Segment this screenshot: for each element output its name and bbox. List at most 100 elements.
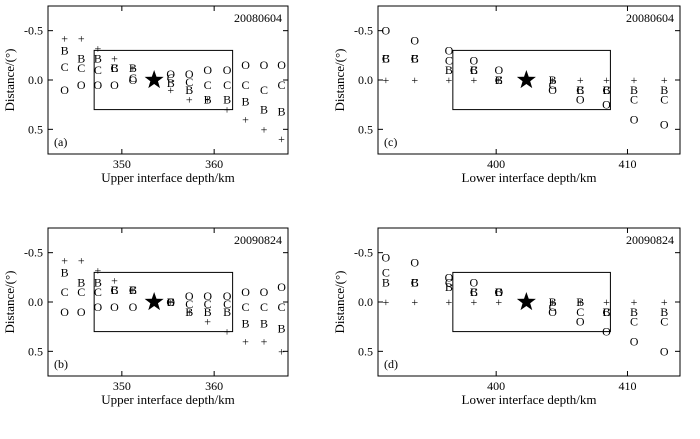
marker: +: [603, 73, 610, 87]
x-tick-label: 400: [487, 379, 505, 393]
x-axis-label: Lower interface depth/km: [462, 392, 597, 407]
marker: C: [77, 285, 85, 299]
marker: B: [129, 283, 137, 297]
marker: O: [445, 43, 454, 57]
marker: B: [660, 83, 668, 97]
marker: +: [224, 103, 231, 117]
marker: B: [495, 73, 503, 87]
marker: O: [166, 295, 175, 309]
marker: O: [77, 78, 86, 92]
x-axis-label: Lower interface depth/km: [462, 170, 597, 185]
marker: O: [602, 98, 611, 112]
marker: +: [661, 295, 668, 309]
marker: O: [277, 280, 286, 294]
marker: +: [261, 334, 268, 348]
marker: +: [242, 334, 249, 348]
marker: C: [223, 297, 231, 311]
marker: B: [445, 280, 453, 294]
panel-c-lower-2008: -0.5 0.0 0.5 400 410 Lower interface depth/km…: [332, 5, 681, 185]
marker: B: [223, 93, 231, 107]
marker: +: [631, 73, 638, 87]
marker: O: [129, 300, 138, 314]
marker: +: [61, 32, 68, 46]
marker: +: [495, 73, 502, 87]
marker: +: [446, 295, 453, 309]
marker: O: [203, 289, 212, 303]
marker: O: [660, 344, 669, 358]
marker: +: [495, 295, 502, 309]
marker: +: [61, 254, 68, 268]
marker: O: [241, 285, 250, 299]
marker: +: [382, 73, 389, 87]
marker: B: [470, 63, 478, 77]
marker: C: [470, 285, 478, 299]
marker: O: [410, 256, 419, 270]
marker: B: [204, 305, 212, 319]
marker: B: [602, 83, 610, 97]
panel-title: 20090824: [626, 233, 674, 247]
search-window: [93, 271, 234, 333]
marker: +: [167, 83, 174, 97]
marker: O: [382, 251, 391, 265]
marker: C: [470, 63, 478, 77]
marker: O: [630, 112, 639, 126]
marker: B: [185, 83, 193, 97]
marker: B: [77, 275, 85, 289]
marker: C: [204, 297, 212, 311]
marker: +: [204, 315, 211, 329]
marker: O: [470, 53, 479, 67]
marker: B: [470, 285, 478, 299]
marker: C: [549, 300, 557, 314]
marker: B: [94, 51, 102, 65]
marker: O: [382, 24, 391, 38]
marker: C: [278, 300, 286, 314]
marker: B: [411, 275, 419, 289]
y-axis-label: Distance/(°): [2, 271, 17, 334]
marker: O: [660, 117, 669, 131]
marker: O: [185, 289, 194, 303]
x-axis-label: Upper interface depth/km: [101, 170, 235, 185]
marker: O: [548, 83, 557, 97]
marker: C: [242, 300, 250, 314]
marker: +: [446, 73, 453, 87]
marker: C: [185, 75, 193, 89]
marker: O: [223, 289, 232, 303]
marker: O: [129, 73, 138, 87]
marker: +: [470, 295, 477, 309]
marker: C: [204, 78, 212, 92]
y-tick-label: 0.0: [28, 295, 43, 309]
panel-title: 20090824: [234, 233, 282, 247]
marker: +: [78, 254, 85, 268]
marker: C: [495, 73, 503, 87]
marker: O: [494, 285, 503, 299]
marker: O: [94, 300, 103, 314]
marker: C: [602, 83, 610, 97]
marker: +: [242, 112, 249, 126]
marker: +: [631, 295, 638, 309]
y-tick-label: -0.5: [24, 24, 43, 38]
marker: C: [242, 78, 250, 92]
marker: +: [94, 41, 101, 55]
marker: B: [167, 295, 175, 309]
y-tick-label: -0.5: [24, 246, 43, 260]
star-marker: [144, 292, 164, 311]
panel-title: 20080604: [234, 11, 282, 25]
marker: C: [167, 71, 175, 85]
marker: B: [110, 61, 118, 75]
y-tick-label: 0.5: [28, 122, 43, 136]
marker: C: [445, 53, 453, 67]
marker: C: [260, 300, 268, 314]
marker: B: [576, 295, 584, 309]
search-window: [452, 49, 611, 111]
marker: C: [445, 275, 453, 289]
x-tick-label: 350: [113, 379, 131, 393]
search-window: [452, 271, 611, 333]
marker: C: [660, 315, 668, 329]
marker: O: [602, 325, 611, 339]
search-window: [93, 49, 234, 111]
marker: +: [261, 122, 268, 136]
panel-letter: (b): [54, 357, 68, 371]
